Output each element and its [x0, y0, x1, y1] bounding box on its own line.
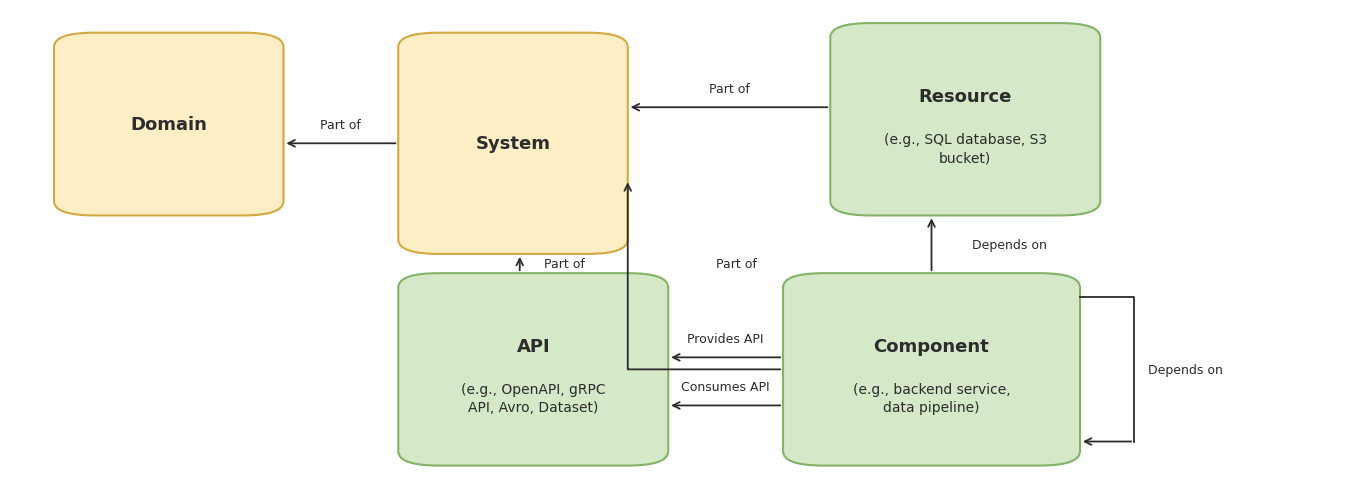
- Text: Part of: Part of: [544, 257, 585, 271]
- Text: Part of: Part of: [716, 257, 756, 271]
- Text: Depends on: Depends on: [972, 238, 1046, 252]
- Text: Depends on: Depends on: [1148, 363, 1222, 376]
- Text: Domain: Domain: [131, 116, 207, 134]
- Text: Part of: Part of: [320, 119, 362, 132]
- Text: Resource: Resource: [918, 88, 1012, 106]
- Text: Consumes API: Consumes API: [682, 381, 769, 394]
- Text: Component: Component: [873, 337, 990, 356]
- Text: System: System: [475, 135, 551, 153]
- FancyBboxPatch shape: [398, 34, 628, 254]
- Text: (e.g., OpenAPI, gRPC
API, Avro, Dataset): (e.g., OpenAPI, gRPC API, Avro, Dataset): [460, 382, 606, 415]
- FancyBboxPatch shape: [398, 274, 668, 466]
- Text: API: API: [517, 337, 549, 356]
- FancyBboxPatch shape: [830, 24, 1100, 216]
- Text: Part of: Part of: [709, 83, 749, 96]
- Text: (e.g., backend service,
data pipeline): (e.g., backend service, data pipeline): [853, 382, 1010, 415]
- Text: (e.g., SQL database, S3
bucket): (e.g., SQL database, S3 bucket): [884, 132, 1046, 165]
- FancyBboxPatch shape: [54, 34, 284, 216]
- FancyBboxPatch shape: [783, 274, 1080, 466]
- Text: Provides API: Provides API: [687, 333, 764, 346]
